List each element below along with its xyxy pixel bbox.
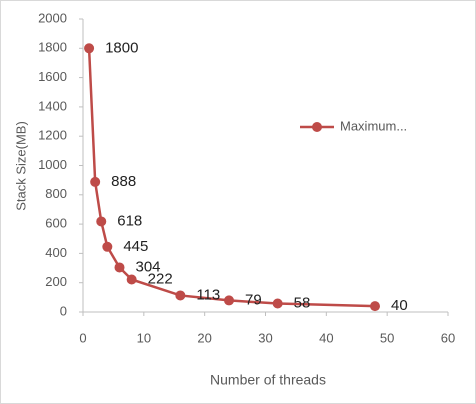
y-tick-label: 2000 <box>38 10 67 25</box>
y-tick-label: 200 <box>45 274 67 289</box>
y-tick-label: 1600 <box>38 69 67 84</box>
y-tick-label: 1000 <box>38 157 67 172</box>
data-point <box>126 274 137 285</box>
x-tick-label: 20 <box>197 330 211 345</box>
x-tick-label: 30 <box>258 330 272 345</box>
y-tick-label: 600 <box>45 216 67 231</box>
data-point <box>102 241 113 252</box>
x-tick-label: 0 <box>79 330 86 345</box>
data-point <box>84 43 95 54</box>
legend-label: Maximum... <box>340 118 407 133</box>
data-point <box>114 262 125 273</box>
legend-marker <box>312 122 322 132</box>
data-label: 618 <box>117 212 142 229</box>
data-point <box>96 216 107 227</box>
y-tick-label: 0 <box>60 303 67 318</box>
y-tick-label: 1800 <box>38 40 67 55</box>
y-axis-label: Stack Size(MB) <box>13 121 28 211</box>
data-label: 79 <box>245 291 262 308</box>
x-tick-label: 10 <box>137 330 151 345</box>
y-tick-label: 1400 <box>38 98 67 113</box>
data-label: 1800 <box>105 39 138 56</box>
data-point <box>175 290 186 301</box>
data-label: 222 <box>148 270 173 287</box>
y-tick-label: 400 <box>45 245 67 260</box>
data-point <box>224 295 234 306</box>
data-point <box>90 176 101 187</box>
x-axis-label: Number of threads <box>210 372 326 388</box>
data-label: 40 <box>391 297 408 314</box>
data-label: 304 <box>136 258 161 275</box>
data-label: 113 <box>196 286 220 303</box>
data-label: 445 <box>123 238 148 255</box>
data-point <box>370 301 380 312</box>
x-tick-label: 60 <box>441 330 455 345</box>
y-tick-label: 800 <box>45 186 67 201</box>
x-tick-label: 50 <box>380 330 394 345</box>
data-label: 58 <box>294 294 311 311</box>
series-line <box>87 48 376 308</box>
x-tick-label: 40 <box>319 330 333 345</box>
data-label: 888 <box>111 173 136 190</box>
y-tick-label: 1200 <box>38 128 67 143</box>
data-point <box>272 298 283 309</box>
